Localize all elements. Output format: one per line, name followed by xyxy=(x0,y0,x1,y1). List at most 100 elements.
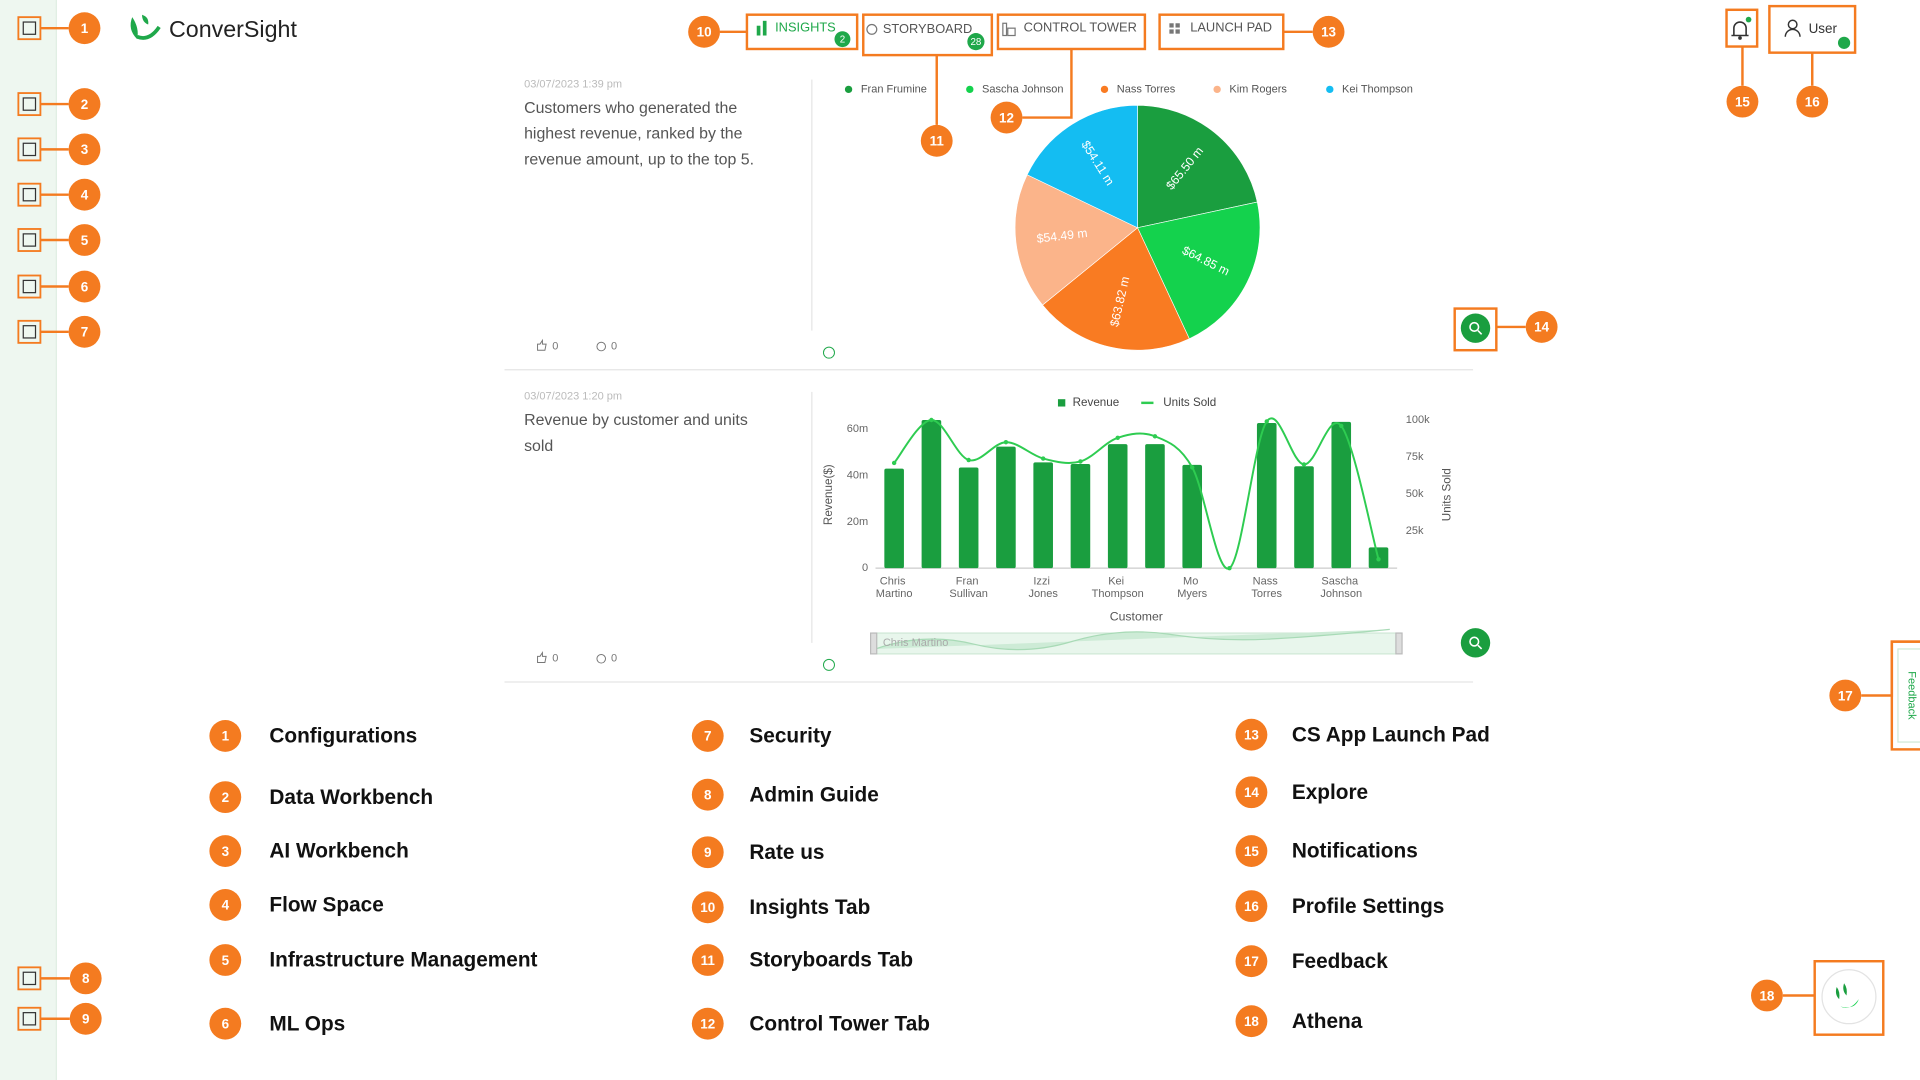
timestamp: 03/07/2023 1:20 pm xyxy=(524,391,622,403)
callout-line xyxy=(1022,48,1073,119)
icon-glyph xyxy=(22,233,37,247)
callout-badge xyxy=(68,133,101,166)
icon-glyph xyxy=(22,325,37,339)
legend-number: 18 xyxy=(1244,1014,1259,1029)
legend-badge xyxy=(1235,776,1268,809)
legend-label: Units Sold xyxy=(1163,396,1216,409)
like-icon xyxy=(537,338,547,351)
legend-number: 5 xyxy=(222,953,230,968)
launch-pad-tab[interactable]: LAUNCH PAD xyxy=(1169,20,1272,35)
callout-line xyxy=(1861,640,1920,697)
line-point xyxy=(1003,440,1009,445)
legend-label: AI Workbench xyxy=(269,840,408,863)
callout-number: 6 xyxy=(81,279,88,294)
tab-label[interactable]: STORYBOARD xyxy=(883,21,972,36)
y2-tick-label: 50k xyxy=(1406,488,1424,500)
legend-label: Kim Rogers xyxy=(1229,83,1287,95)
legend-label: Kei Thompson xyxy=(1342,83,1413,95)
callout-badge xyxy=(69,1002,102,1035)
line-point xyxy=(1190,465,1195,470)
legend-number: 13 xyxy=(1244,727,1259,742)
bar xyxy=(996,446,1016,569)
zoom-slider[interactable] xyxy=(870,628,1403,655)
slider-label: Chris Martino xyxy=(883,637,949,649)
insight-text: Revenue by customer and units sold xyxy=(524,412,752,455)
bar xyxy=(1182,464,1203,569)
callout-badge xyxy=(1751,979,1783,1012)
callout-badge xyxy=(68,224,101,256)
legend-label: Fran Frumine xyxy=(861,83,927,95)
icon-glyph xyxy=(22,971,37,986)
notifications-button[interactable] xyxy=(1731,16,1752,40)
y2-tick-label: 100k xyxy=(1406,414,1430,426)
callout-number: 12 xyxy=(999,110,1014,125)
line-point xyxy=(1040,456,1046,461)
callout-number: 7 xyxy=(81,325,88,340)
feedback-label[interactable]: Feedback xyxy=(1906,671,1918,720)
legend-label: Data Workbench xyxy=(269,786,433,809)
legend-number: 14 xyxy=(1244,785,1259,800)
legend-label: Feedback xyxy=(1292,950,1388,973)
user-name[interactable]: User xyxy=(1809,21,1838,36)
insights-tab[interactable]: INSIGHTS 2 xyxy=(756,20,851,48)
pie-slice xyxy=(1026,104,1138,229)
callout-badge xyxy=(68,178,101,211)
x-tick-label: Fran Sullivan xyxy=(949,576,988,600)
legend-dot xyxy=(966,85,974,94)
control-tower-tab[interactable]: CONTROL TOWER xyxy=(1002,20,1137,37)
icon-glyph xyxy=(22,1012,37,1026)
y-tick-label: 0 xyxy=(862,562,868,574)
bar xyxy=(1294,466,1314,569)
x-axis-title: Customer xyxy=(1110,609,1163,623)
legend-number: 11 xyxy=(701,953,716,968)
legend-label: Athena xyxy=(1292,1010,1363,1033)
like-count: 0 xyxy=(552,340,558,352)
tab-label[interactable]: INSIGHTS xyxy=(775,20,836,35)
x-tick-label: Mo Myers xyxy=(1177,576,1207,600)
callout-badge xyxy=(68,315,101,348)
legend-number: 6 xyxy=(222,1016,229,1031)
legend-label: Infrastructure Management xyxy=(269,949,537,972)
callout-number: 10 xyxy=(697,25,712,40)
highlight-box xyxy=(1725,8,1759,48)
line-point xyxy=(1301,462,1307,467)
bar xyxy=(1145,444,1165,569)
callout-number: 11 xyxy=(930,134,945,149)
athena-button[interactable] xyxy=(1821,969,1877,1025)
explore-button[interactable] xyxy=(1460,313,1491,343)
explore-button[interactable] xyxy=(1460,628,1491,658)
callout-badge xyxy=(68,12,101,45)
bar xyxy=(921,420,942,569)
profile-button[interactable]: User xyxy=(1784,19,1851,49)
callout-badge xyxy=(1312,15,1345,48)
legend-number: 8 xyxy=(704,787,712,802)
comment-count: 0 xyxy=(611,653,617,665)
icon-glyph xyxy=(22,21,37,35)
legend-badge xyxy=(209,888,242,921)
icon-glyph xyxy=(22,142,37,157)
storyboard-tab[interactable]: STORYBOARD 28 xyxy=(866,21,985,51)
feedback-tab[interactable]: Feedback xyxy=(1897,648,1920,743)
tab-label[interactable]: LAUNCH PAD xyxy=(1190,20,1272,35)
icon-glyph xyxy=(22,279,37,294)
info-icon xyxy=(822,658,835,671)
legend-label: Flow Space xyxy=(269,894,383,917)
highlight-box xyxy=(1813,960,1885,1036)
tab-label[interactable]: CONTROL TOWER xyxy=(1024,20,1137,35)
like-icon xyxy=(537,651,547,663)
highlight-box xyxy=(862,13,994,57)
pie-slice xyxy=(1042,227,1190,351)
callout-number: 18 xyxy=(1759,988,1774,1003)
legend-number: 2 xyxy=(222,790,229,805)
legend-label: Admin Guide xyxy=(749,783,878,806)
line-point xyxy=(1227,565,1232,571)
line-point xyxy=(1264,419,1269,424)
legend-badge xyxy=(209,835,242,867)
legend-badge xyxy=(1235,945,1268,978)
callout-badge xyxy=(1525,311,1558,343)
callout-badge xyxy=(68,270,101,303)
legend-number: 3 xyxy=(222,844,229,859)
pie-slice xyxy=(1137,104,1258,229)
